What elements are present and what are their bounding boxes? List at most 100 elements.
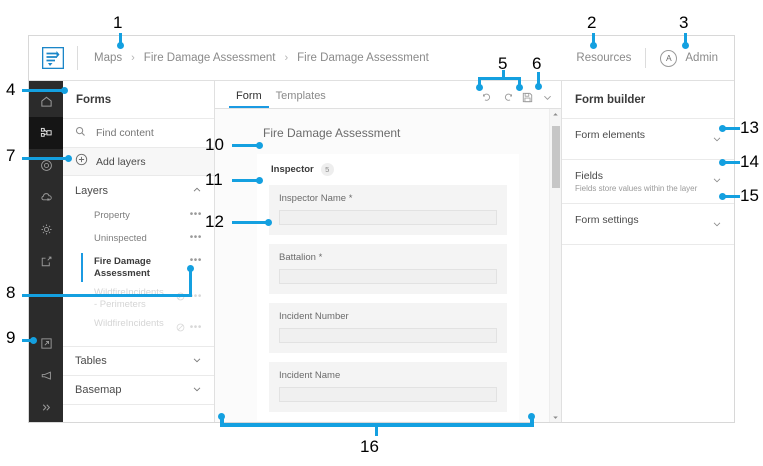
share-icon[interactable]	[29, 245, 63, 277]
more-options-icon[interactable]: •••	[189, 291, 202, 302]
layer-actions[interactable]: •••	[189, 255, 202, 266]
builder-row-fields[interactable]: Fields Fields store values within the la…	[562, 160, 734, 204]
callout-leader-2	[592, 33, 595, 45]
form-field-incident-name[interactable]: Incident Name	[269, 362, 507, 412]
breadcrumb-separator: ›	[284, 52, 289, 64]
scroll-up-arrow-icon[interactable]	[552, 109, 559, 120]
megaphone-icon[interactable]	[29, 359, 63, 391]
header-divider	[77, 46, 78, 70]
search-row[interactable]	[63, 118, 214, 148]
callout-dot-7	[65, 155, 72, 162]
form-group-card[interactable]: Inspector 5 Inspector Name * Battalion *…	[257, 154, 519, 421]
user-menu-label[interactable]: Admin	[685, 52, 718, 64]
field-label: Incident Number	[279, 311, 349, 322]
open-external-icon[interactable]	[29, 327, 63, 359]
callout-dot-1	[117, 42, 124, 49]
builder-row-text: Form elements	[575, 129, 645, 141]
chevron-down-icon[interactable]	[542, 92, 553, 103]
layers-section-header[interactable]: Layers	[63, 176, 214, 206]
layer-label: WildfireIncidents	[94, 318, 164, 329]
callout-number-4: 4	[6, 80, 16, 99]
breadcrumb-item-layer[interactable]: Fire Damage Assessment	[297, 52, 429, 64]
disabled-icon	[176, 319, 185, 337]
layer-actions[interactable]: •••	[189, 232, 202, 243]
callout-dot-13	[719, 125, 726, 132]
target-icon[interactable]	[29, 149, 63, 181]
callout-number-8: 8	[6, 283, 16, 302]
undo-icon[interactable]	[482, 92, 493, 103]
save-icon[interactable]	[522, 92, 533, 103]
callout-dot-3	[682, 42, 689, 49]
form-toolbar	[482, 92, 553, 103]
builder-row-text: Form settings	[575, 214, 639, 226]
home-icon[interactable]	[29, 85, 63, 117]
gear-icon[interactable]	[29, 213, 63, 245]
callout-leader-12	[232, 221, 268, 224]
callout-dot-14	[719, 159, 726, 166]
basemap-label: Basemap	[75, 384, 122, 396]
form-vertical-scrollbar[interactable]	[549, 109, 562, 422]
add-layers-button[interactable]: Add layers	[63, 148, 214, 176]
layer-label: WildfireIncidents - Perimeters	[94, 287, 164, 310]
scroll-down-arrow-icon[interactable]	[552, 412, 559, 422]
layer-item-uninspected[interactable]: Uninspected •••	[63, 229, 214, 252]
form-tabs: Form Templates	[215, 81, 561, 109]
layer-label: Fire Damage Assessment	[94, 256, 152, 279]
chevron-double-right-icon[interactable]	[29, 391, 63, 422]
breadcrumb-item-map[interactable]: Fire Damage Assessment	[143, 52, 276, 64]
more-options-icon[interactable]: •••	[189, 322, 202, 333]
tables-section-header[interactable]: Tables	[63, 347, 214, 376]
builder-row-form-settings[interactable]: Form settings	[562, 204, 734, 245]
scrollbar-thumb[interactable]	[551, 126, 560, 188]
form-builder-panel: Form builder Form elements Fields Fields…	[562, 81, 734, 422]
more-options-icon[interactable]: •••	[189, 255, 202, 266]
more-options-icon[interactable]: •••	[189, 232, 202, 243]
tab-templates[interactable]: Templates	[275, 90, 326, 102]
breadcrumb-item-maps[interactable]: Maps	[94, 52, 123, 64]
chevron-up-icon	[192, 182, 202, 200]
avatar[interactable]: A	[660, 49, 678, 67]
callout-leader-15	[722, 195, 740, 198]
form-field-inspector-name[interactable]: Inspector Name *	[269, 185, 507, 235]
basemap-section-header[interactable]: Basemap	[63, 376, 214, 405]
layer-label: Property	[94, 210, 130, 221]
chevron-down-icon[interactable]	[712, 170, 722, 190]
search-input[interactable]	[94, 126, 194, 140]
field-input[interactable]	[279, 387, 497, 402]
field-input[interactable]	[279, 210, 497, 225]
callout-number-16: 16	[360, 437, 379, 456]
header-right-group: Resources A Admin	[576, 48, 718, 68]
layer-actions[interactable]: •••	[189, 209, 202, 220]
tab-form[interactable]: Form	[229, 90, 269, 108]
callout-leader-6	[537, 72, 540, 85]
more-options-icon[interactable]: •••	[189, 209, 202, 220]
layer-item-wildfireincidents[interactable]: WildfireIncidents •••	[63, 314, 214, 340]
content-layers-icon[interactable]	[29, 117, 63, 149]
callout-dot-5b	[516, 84, 523, 91]
form-field-incident-number[interactable]: Incident Number	[269, 303, 507, 353]
layer-item-property[interactable]: Property •••	[63, 206, 214, 229]
header-divider-2	[645, 48, 647, 68]
scrollbar-track[interactable]	[550, 120, 562, 412]
builder-row-form-elements[interactable]: Form elements	[562, 119, 734, 160]
layer-actions[interactable]: •••	[176, 317, 202, 337]
chevron-down-icon[interactable]	[712, 214, 722, 234]
form-field-battalion[interactable]: Battalion *	[269, 244, 507, 294]
callout-leader-14	[722, 161, 740, 164]
form-editor-panel: Form Templates	[215, 81, 562, 422]
form-group-count-badge: 5	[320, 163, 334, 176]
field-label: Incident Name	[279, 370, 341, 381]
chevron-down-icon	[192, 381, 202, 399]
cloud-offline-icon[interactable]	[29, 181, 63, 213]
layer-item-fire-damage-assessment[interactable]: Fire Damage Assessment •••	[63, 252, 214, 283]
callout-number-12: 12	[205, 212, 224, 231]
esri-logo[interactable]	[42, 47, 64, 69]
field-input[interactable]	[279, 269, 497, 284]
chevron-down-icon[interactable]	[712, 129, 722, 149]
field-input[interactable]	[279, 328, 497, 343]
callout-number-7: 7	[6, 146, 16, 165]
redo-icon[interactable]	[502, 92, 513, 103]
resources-link[interactable]: Resources	[576, 52, 632, 64]
layer-label: Uninspected	[94, 233, 147, 244]
app-header: Maps › Fire Damage Assessment › Fire Dam…	[29, 36, 734, 81]
